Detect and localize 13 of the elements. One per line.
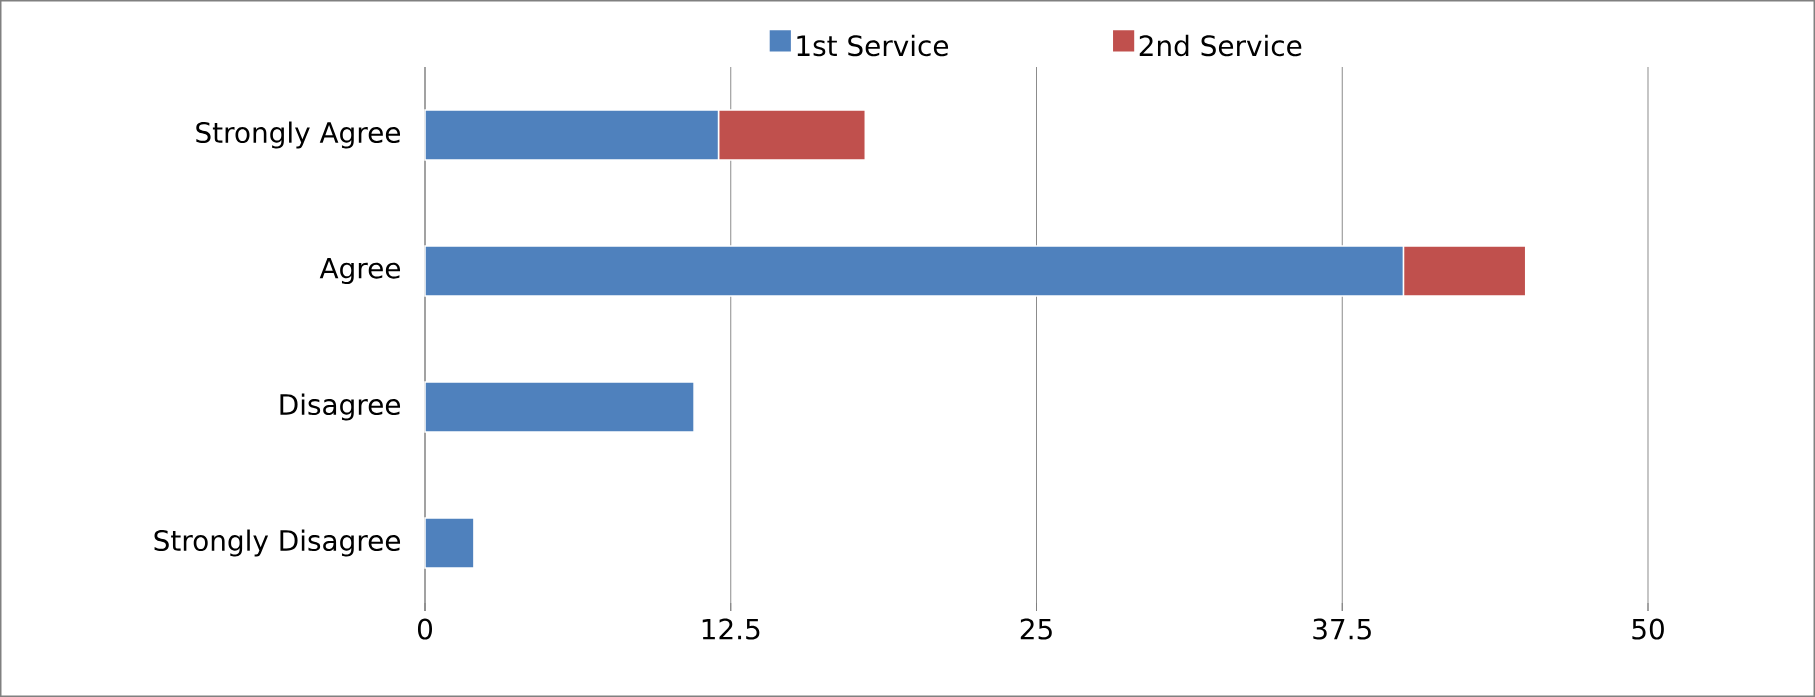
x-tick-label: 0 bbox=[417, 618, 433, 640]
bar bbox=[424, 381, 695, 433]
x-tick-label: 25 bbox=[1020, 618, 1052, 640]
legend-label: 1st Service bbox=[797, 34, 949, 57]
x-tick-label: 37.5 bbox=[1313, 618, 1371, 640]
bar bbox=[424, 517, 475, 569]
legend-label: 2nd Service bbox=[1139, 34, 1302, 57]
y-tick-label: Disagree bbox=[280, 393, 401, 421]
y-tick-label: Strongly Agree bbox=[196, 121, 401, 149]
x-tick-label: 12.5 bbox=[702, 618, 760, 640]
y-tick-label: Strongly Disagree bbox=[154, 529, 401, 557]
y-tick-label: Agree bbox=[319, 257, 401, 285]
x-tick-label: 50 bbox=[1632, 618, 1664, 640]
